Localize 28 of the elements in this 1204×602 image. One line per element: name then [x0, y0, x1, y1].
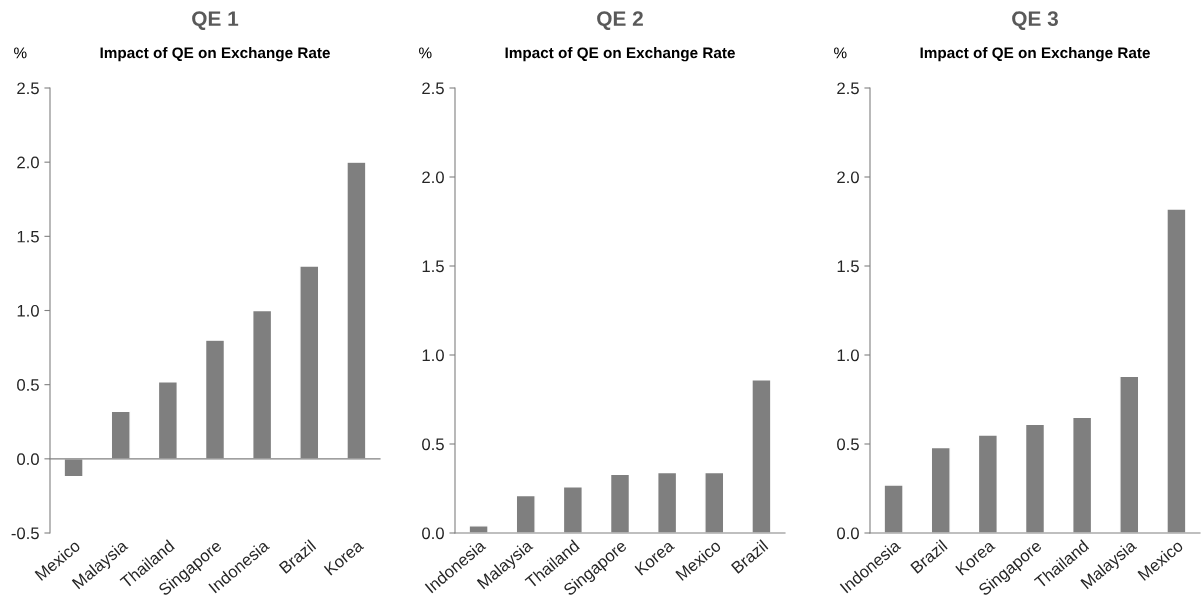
chart-title: QE 2: [597, 11, 643, 30]
y-axis-title: %: [419, 47, 432, 59]
y-tick-label: 0.0: [837, 527, 859, 540]
y-tick-label: 1.5: [837, 260, 859, 273]
y-tick-label: 2.0: [837, 171, 859, 184]
y-tick-label: 1.0: [422, 349, 444, 362]
y-tick-label: 1.0: [17, 304, 39, 317]
y-axis-title: %: [834, 47, 847, 59]
y-tick-label: 1.0: [837, 349, 859, 362]
y-tick-label: 2.5: [17, 82, 39, 95]
chart-subtitle: Impact of QE on Exchange Rate: [100, 46, 330, 62]
chart-subtitle: Impact of QE on Exchange Rate: [505, 46, 735, 62]
y-tick-label: 0.5: [17, 379, 39, 391]
y-tick-label: 0.0: [422, 527, 444, 540]
y-tick-label: 2.5: [422, 82, 444, 95]
chart-title: QE 1: [192, 11, 239, 30]
y-tick-label: 1.5: [17, 230, 39, 243]
y-tick-label: 1.5: [422, 260, 444, 273]
y-tick-label: -0.5: [11, 527, 39, 540]
chart-subtitle: Impact of QE on Exchange Rate: [920, 46, 1150, 62]
chart-title: QE 3: [1012, 11, 1058, 30]
y-tick-label: 0.5: [422, 438, 444, 451]
y-tick-label: 2.0: [17, 156, 39, 169]
y-tick-label: 0.0: [17, 453, 39, 466]
y-axis-title: %: [14, 47, 27, 59]
y-tick-label: 2.0: [422, 171, 444, 184]
y-tick-label: 2.5: [837, 82, 859, 95]
y-tick-label: 0.5: [837, 438, 859, 451]
